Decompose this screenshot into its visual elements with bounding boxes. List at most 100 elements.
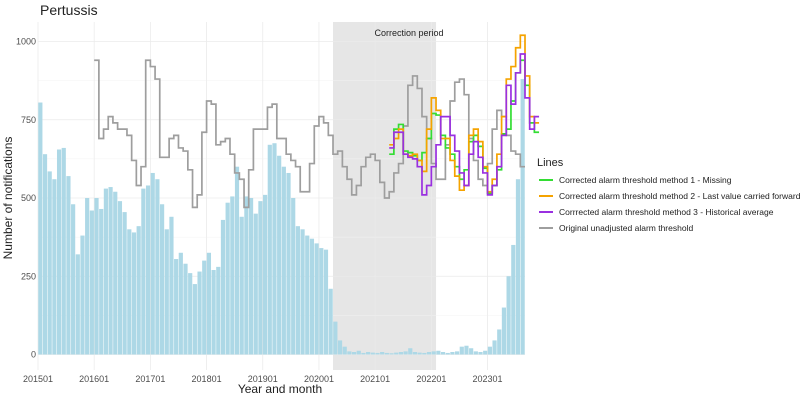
notification-bar [497, 329, 502, 355]
notification-bar [42, 154, 48, 355]
notification-bar [192, 284, 197, 355]
x-tick-label: 202001 [304, 374, 334, 384]
notification-bar [440, 351, 446, 355]
notification-bar [47, 171, 52, 355]
notification-bar [103, 188, 108, 355]
notification-bar [314, 243, 319, 355]
notification-bar [515, 179, 521, 355]
notification-bar [333, 321, 338, 355]
x-tick-label: 201901 [248, 374, 278, 384]
line-original-unadjusted-alarm-threshold [94, 59, 525, 209]
notification-bar [445, 352, 450, 355]
x-tick-label: 202201 [416, 374, 446, 384]
notification-bar [380, 351, 385, 355]
notification-bar [263, 194, 268, 355]
x-tick-label: 202301 [473, 374, 503, 384]
notification-bar [426, 351, 432, 355]
notification-bar [122, 212, 127, 355]
notification-bar [370, 352, 375, 355]
notification-bar [319, 248, 324, 355]
notification-bar [38, 102, 43, 355]
threshold-lines [94, 34, 540, 209]
notification-bar [361, 352, 366, 355]
notification-bar [85, 198, 90, 355]
notification-bar [267, 144, 272, 355]
notification-bar [56, 149, 62, 355]
notification-bar [239, 216, 244, 355]
notification-bar [520, 79, 525, 355]
notification-bar [351, 351, 357, 355]
notification-bar [492, 340, 497, 355]
x-tick-label: 201501 [23, 374, 53, 384]
x-tick-label: 202101 [360, 374, 390, 384]
notification-bar [394, 352, 399, 355]
x-tick-label: 201701 [135, 374, 165, 384]
legend: Lines Corrected alarm threshold method 1… [537, 157, 800, 233]
notification-bar [403, 351, 408, 355]
notification-bar [450, 351, 455, 355]
y-tick-label: 250 [21, 271, 36, 281]
notification-bar [384, 352, 389, 355]
notification-bar [248, 198, 254, 355]
notification-bar [89, 210, 94, 355]
notification-bar [375, 352, 380, 355]
notification-bar [291, 198, 296, 355]
notification-bar [80, 235, 85, 355]
notification-bar [188, 273, 193, 355]
notification-bar [300, 229, 305, 355]
notification-bar [211, 269, 216, 355]
legend-label: Corrected alarm threshold method 2 - Las… [559, 191, 800, 201]
notification-bar [108, 187, 113, 355]
line-corrrected-alarm-threshold-method-3-historical-average [389, 53, 540, 196]
notification-bar [412, 351, 418, 355]
notification-bar [487, 346, 492, 355]
notification-bar [342, 346, 347, 355]
legend-label: Corrrected alarm threshold method 3 - Hi… [559, 207, 774, 217]
notification-bar [150, 172, 155, 355]
notification-bar [295, 226, 300, 355]
y-tick-label: 750 [21, 115, 36, 125]
notification-bar [431, 351, 436, 355]
x-tick-label: 201601 [79, 374, 109, 384]
notification-bar [356, 350, 361, 355]
x-axis-title: Year and month [238, 382, 322, 396]
notification-bar [206, 252, 212, 355]
notification-bar [216, 266, 221, 355]
notification-bar [197, 271, 202, 355]
notification-bar [436, 350, 441, 355]
notification-bar [501, 307, 507, 355]
notification-bar [52, 179, 57, 355]
notification-bars [38, 79, 525, 355]
notification-bar [309, 238, 315, 355]
correction-period-label: Correction period [374, 28, 443, 38]
notification-bar [99, 208, 104, 355]
notification-bar [234, 166, 240, 355]
notification-bar [127, 229, 132, 355]
notification-bar [473, 351, 478, 355]
notification-bar [225, 202, 230, 355]
notification-bar [506, 276, 511, 355]
notification-bar [389, 353, 394, 355]
notification-bar [160, 204, 165, 355]
notification-bar [230, 196, 235, 355]
notification-bar [155, 179, 160, 355]
notification-bar [145, 185, 151, 355]
notification-bar [253, 213, 258, 355]
notification-bar [464, 345, 469, 355]
notification-bar [94, 198, 99, 355]
notification-bar [398, 351, 403, 355]
grid-lines [37, 22, 525, 370]
y-axis-ticks: 0 250 500 750 1000 [16, 37, 36, 360]
notification-bar [131, 232, 137, 355]
notification-bar [272, 143, 277, 355]
x-axis-ticks: 201501 201601 201701 201801 201901 202001 2021… [23, 374, 503, 384]
notification-bar [286, 172, 291, 355]
y-tick-label: 500 [21, 193, 36, 203]
notification-bar [75, 254, 80, 355]
notification-bar [244, 196, 249, 355]
notification-bar [202, 260, 207, 355]
notification-bar [178, 252, 183, 355]
notification-bar [61, 147, 66, 355]
notification-bar [323, 249, 329, 355]
